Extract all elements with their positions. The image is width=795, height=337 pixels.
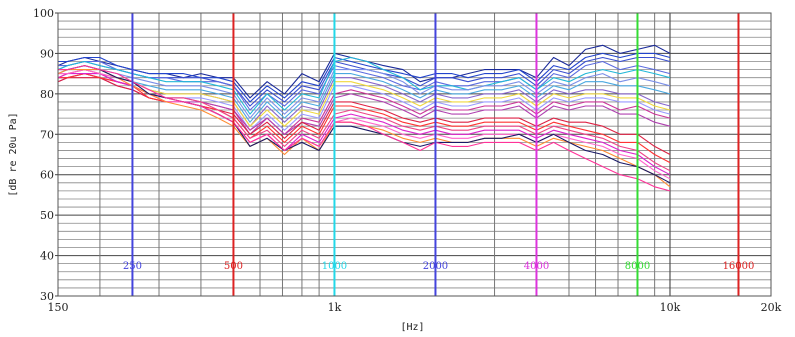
series-line-2: [58, 52, 671, 103]
y-axis-ticks: 30 40 50 60 70 80 90 100: [33, 7, 58, 303]
series-line-9: [57, 69, 671, 127]
marker-label-250: 250: [123, 261, 142, 272]
y-tick-label: 50: [40, 209, 54, 222]
y-tick-label: 40: [40, 250, 54, 263]
x-tick-label: 10k: [660, 301, 681, 314]
y-tick-label: 60: [40, 169, 54, 182]
x-tick-label: 20k: [761, 301, 782, 314]
x-tick-label: 1k: [328, 301, 342, 314]
y-tick-label: 80: [40, 88, 54, 101]
y-tick-label: 90: [40, 47, 54, 60]
grid: [58, 12, 772, 297]
marker-label-4000: 4000: [524, 261, 549, 272]
x-tick-label: 150: [48, 301, 69, 314]
series-line-4: [58, 60, 671, 111]
series-line-14: [58, 73, 671, 164]
series-line-19: [58, 65, 671, 184]
series-line-6: [57, 65, 671, 119]
x-axis-label: [Hz]: [400, 322, 424, 333]
marker-label-1000: 1000: [322, 261, 347, 272]
marker-label-500: 500: [224, 261, 243, 272]
x-axis-ticks: 150 1k 10k 20k: [48, 301, 782, 314]
marker-label-16000: 16000: [723, 261, 755, 272]
y-tick-label: 70: [40, 128, 54, 141]
frequency-markers: 250 500 1000 2000 4000 8000 16000: [123, 13, 754, 296]
series-line-7: [57, 69, 671, 123]
y-tick-label: 30: [40, 290, 54, 303]
y-axis-label: [dB re 20u Pa]: [8, 112, 19, 196]
plot-frame: [57, 12, 772, 297]
series-line-20: [58, 65, 671, 192]
series-line-5: [57, 56, 671, 115]
y-tick-label: 100: [33, 7, 54, 20]
marker-label-8000: 8000: [625, 261, 650, 272]
series-group: [57, 44, 671, 192]
marker-label-2000: 2000: [423, 261, 448, 272]
